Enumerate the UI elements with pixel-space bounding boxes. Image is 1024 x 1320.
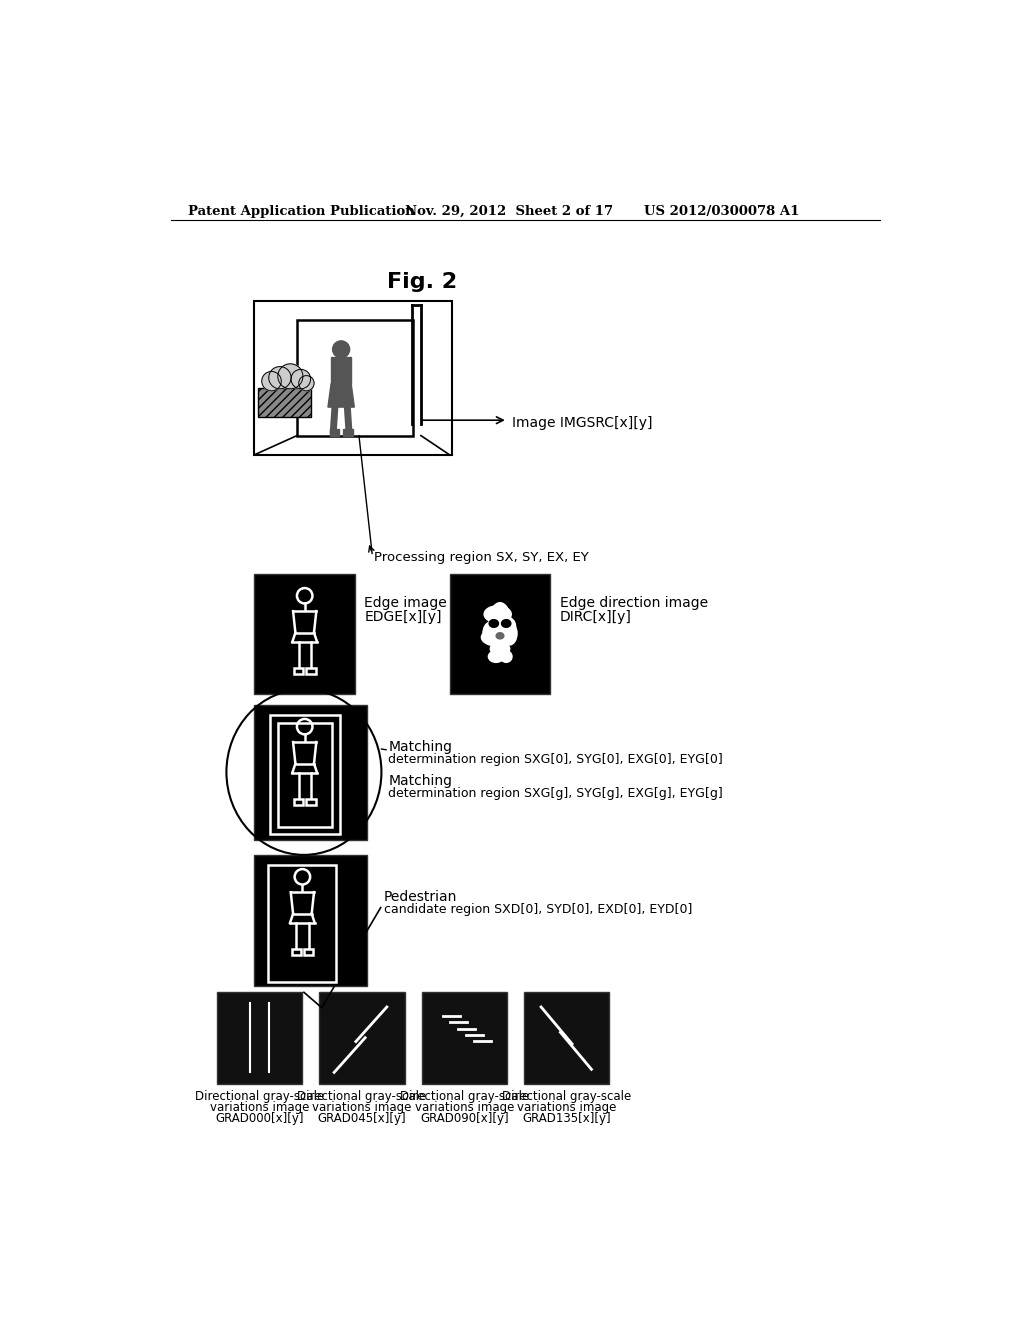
Text: Directional gray-scale: Directional gray-scale [297,1090,427,1104]
Bar [254,301,452,455]
Text: Pedestrian: Pedestrian [384,890,457,904]
Bar [343,429,352,436]
Ellipse shape [502,619,511,627]
Bar [270,715,340,834]
Ellipse shape [496,632,504,639]
Text: Matching: Matching [388,775,453,788]
Bar [422,991,507,1084]
Ellipse shape [481,630,506,645]
Bar [450,574,550,693]
Bar [217,991,302,1084]
Bar [331,358,351,384]
Bar [292,949,301,956]
Bar [294,799,303,805]
Bar [297,321,414,436]
Text: Fig. 2: Fig. 2 [387,272,458,292]
Polygon shape [328,384,354,407]
Ellipse shape [501,651,512,663]
Ellipse shape [489,603,511,642]
Circle shape [297,719,312,734]
Bar [254,855,367,986]
Text: determination region SXG[g], SYG[g], EXG[g], EYG[g]: determination region SXG[g], SYG[g], EXG… [388,788,723,800]
Ellipse shape [483,622,499,645]
Text: Processing region SX, SY, EX, EY: Processing region SX, SY, EX, EY [375,552,589,564]
Ellipse shape [490,642,510,656]
Bar [254,574,355,693]
Text: Image IMGSRC[x][y]: Image IMGSRC[x][y] [512,416,652,430]
Bar [319,991,404,1084]
Text: GRAD000[x][y]: GRAD000[x][y] [215,1111,304,1125]
Bar [254,705,367,840]
Circle shape [262,371,282,391]
Bar [268,866,337,982]
Bar [330,429,339,436]
Text: Directional gray-scale: Directional gray-scale [502,1090,631,1104]
Ellipse shape [488,651,504,663]
Text: variations image: variations image [312,1101,412,1114]
Text: Edge image: Edge image [365,595,447,610]
Circle shape [278,364,303,389]
Text: candidate region SXD[0], SYD[0], EXD[0], EYD[0]: candidate region SXD[0], SYD[0], EXD[0],… [384,903,692,916]
Text: Patent Application Publication: Patent Application Publication [188,205,415,218]
Bar [524,991,609,1084]
Ellipse shape [502,622,517,645]
Text: EDGE[x][y]: EDGE[x][y] [365,610,442,623]
Circle shape [268,367,291,389]
Text: DIRC[x][y]: DIRC[x][y] [560,610,632,623]
Ellipse shape [493,616,515,635]
Ellipse shape [489,619,499,627]
Bar [306,668,315,675]
Bar [294,668,303,675]
Text: variations image: variations image [415,1101,514,1114]
Circle shape [295,869,310,884]
Circle shape [299,376,314,391]
Text: Edge direction image: Edge direction image [560,595,708,610]
Text: determination region SXG[0], SYG[0], EXG[0], EYG[0]: determination region SXG[0], SYG[0], EXG… [388,752,723,766]
Circle shape [291,370,310,389]
Circle shape [333,341,349,358]
Text: variations image: variations image [517,1101,616,1114]
Bar [258,388,311,417]
Ellipse shape [484,606,511,623]
Text: GRAD045[x][y]: GRAD045[x][y] [317,1111,407,1125]
Text: Nov. 29, 2012  Sheet 2 of 17: Nov. 29, 2012 Sheet 2 of 17 [406,205,613,218]
Text: GRAD135[x][y]: GRAD135[x][y] [522,1111,611,1125]
Bar [278,723,332,826]
Circle shape [297,589,312,603]
Text: Directional gray-scale: Directional gray-scale [196,1090,325,1104]
Text: US 2012/0300078 A1: US 2012/0300078 A1 [644,205,800,218]
Text: variations image: variations image [210,1101,309,1114]
Text: Directional gray-scale: Directional gray-scale [399,1090,529,1104]
Bar [304,949,313,956]
Bar [306,799,315,805]
Text: Matching: Matching [388,739,453,754]
Text: GRAD090[x][y]: GRAD090[x][y] [420,1111,509,1125]
